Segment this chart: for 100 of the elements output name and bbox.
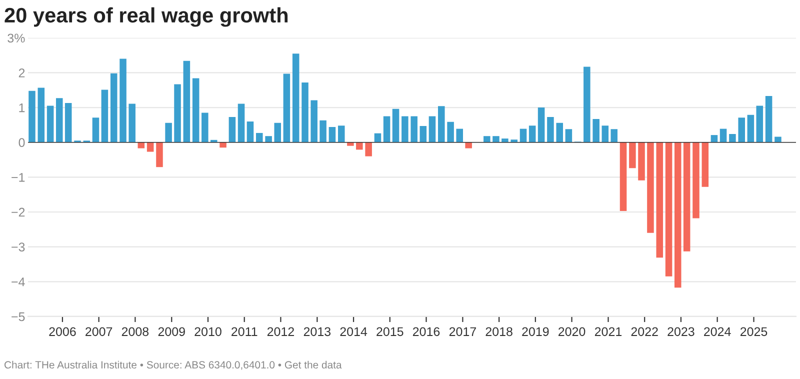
bar [402, 116, 408, 142]
bar [629, 142, 636, 168]
bar [638, 142, 645, 180]
bar [665, 142, 672, 276]
bar [547, 116, 554, 142]
bar [447, 122, 454, 142]
chart-title: 20 years of real wage growth [4, 7, 288, 27]
x-tick-label: 2008 [122, 327, 149, 336]
bar [465, 142, 472, 148]
bar [492, 136, 500, 142]
bar [647, 142, 654, 233]
x-tick-label: 2020 [558, 327, 586, 336]
bar [428, 116, 436, 142]
bar [592, 119, 600, 142]
x-tick-label: 2014 [340, 327, 368, 336]
y-tick-label: −2 [12, 208, 25, 217]
bar [710, 135, 718, 142]
bar [738, 118, 745, 142]
bar [302, 82, 308, 142]
bar [392, 108, 400, 142]
bar [602, 126, 609, 142]
bar [456, 128, 463, 142]
bar [274, 122, 282, 142]
bar [383, 116, 390, 142]
bar [702, 142, 709, 187]
y-tick-label: −3 [12, 242, 25, 252]
bar [565, 129, 572, 142]
x-tick-label: 2016 [412, 327, 440, 336]
x-tick-label: 2012 [267, 327, 294, 336]
bar [28, 90, 36, 142]
x-tick-label: 2023 [668, 327, 694, 336]
text: Chart: THe Australia Institute • Source: ABS 6340.0,6401.0 • Get the data [4, 360, 342, 370]
bar [202, 112, 208, 142]
x-tick-label: 2019 [522, 327, 549, 336]
bar [101, 90, 108, 142]
bar [110, 73, 118, 142]
x-tick-label: 2006 [49, 327, 76, 336]
bar [674, 142, 682, 288]
x-tick-label: 2010 [194, 327, 222, 336]
x-tick-label: 2011 [232, 327, 258, 336]
bar [328, 127, 336, 142]
y-tick-label: −5 [12, 312, 25, 322]
bar [338, 126, 345, 142]
bar [756, 106, 764, 142]
bar [228, 116, 236, 142]
bar [420, 126, 427, 142]
y-tick-label: 1 [19, 103, 25, 112]
bar [720, 128, 727, 142]
bar [774, 136, 782, 142]
bar [356, 142, 363, 150]
bar [729, 134, 736, 142]
bar [64, 103, 72, 142]
x-tick-label: 2024 [704, 327, 731, 336]
bar [283, 74, 290, 142]
x-tick-label: 2018 [486, 327, 512, 336]
bar [165, 122, 172, 142]
x-tick-label: 2022 [631, 327, 658, 336]
bar [656, 142, 664, 258]
bar [174, 84, 181, 142]
bar [56, 98, 63, 142]
bar [246, 121, 254, 142]
bar [528, 126, 536, 142]
bar [438, 106, 445, 142]
y-tick-label: 3% [8, 34, 25, 43]
x-tick-label: 2025 [740, 327, 768, 336]
y-tick-label: 2 [18, 68, 25, 78]
bar [365, 142, 372, 156]
bar [747, 114, 754, 142]
bar [520, 128, 527, 142]
bar [292, 54, 300, 142]
x-tick-label: 2007 [86, 327, 112, 336]
bar [683, 142, 690, 252]
bar [192, 78, 200, 142]
bar [310, 100, 318, 142]
x-tick-label: 2021 [594, 327, 622, 336]
x-tick-label: 2013 [304, 327, 331, 336]
bar [556, 122, 564, 142]
bar [265, 136, 272, 142]
bar [46, 106, 54, 142]
bar [484, 136, 490, 142]
bar [238, 104, 245, 142]
bar [692, 142, 700, 218]
bar [256, 132, 263, 142]
bar [120, 58, 126, 142]
x-tick-label: 2017 [449, 327, 476, 336]
bar [584, 66, 590, 142]
y-tick-label: −4 [12, 278, 25, 286]
bar [183, 60, 190, 142]
bar [374, 133, 382, 142]
bar [320, 120, 326, 142]
y-tick-label: 0 [18, 138, 25, 148]
x-tick-label: 2009 [158, 327, 185, 336]
bar [610, 129, 618, 142]
bar [765, 96, 772, 142]
bar [128, 104, 136, 142]
bar [410, 116, 418, 142]
bar [538, 108, 545, 142]
y-tick-label: −1 [12, 173, 25, 182]
bar [146, 142, 154, 152]
bar [620, 142, 627, 211]
